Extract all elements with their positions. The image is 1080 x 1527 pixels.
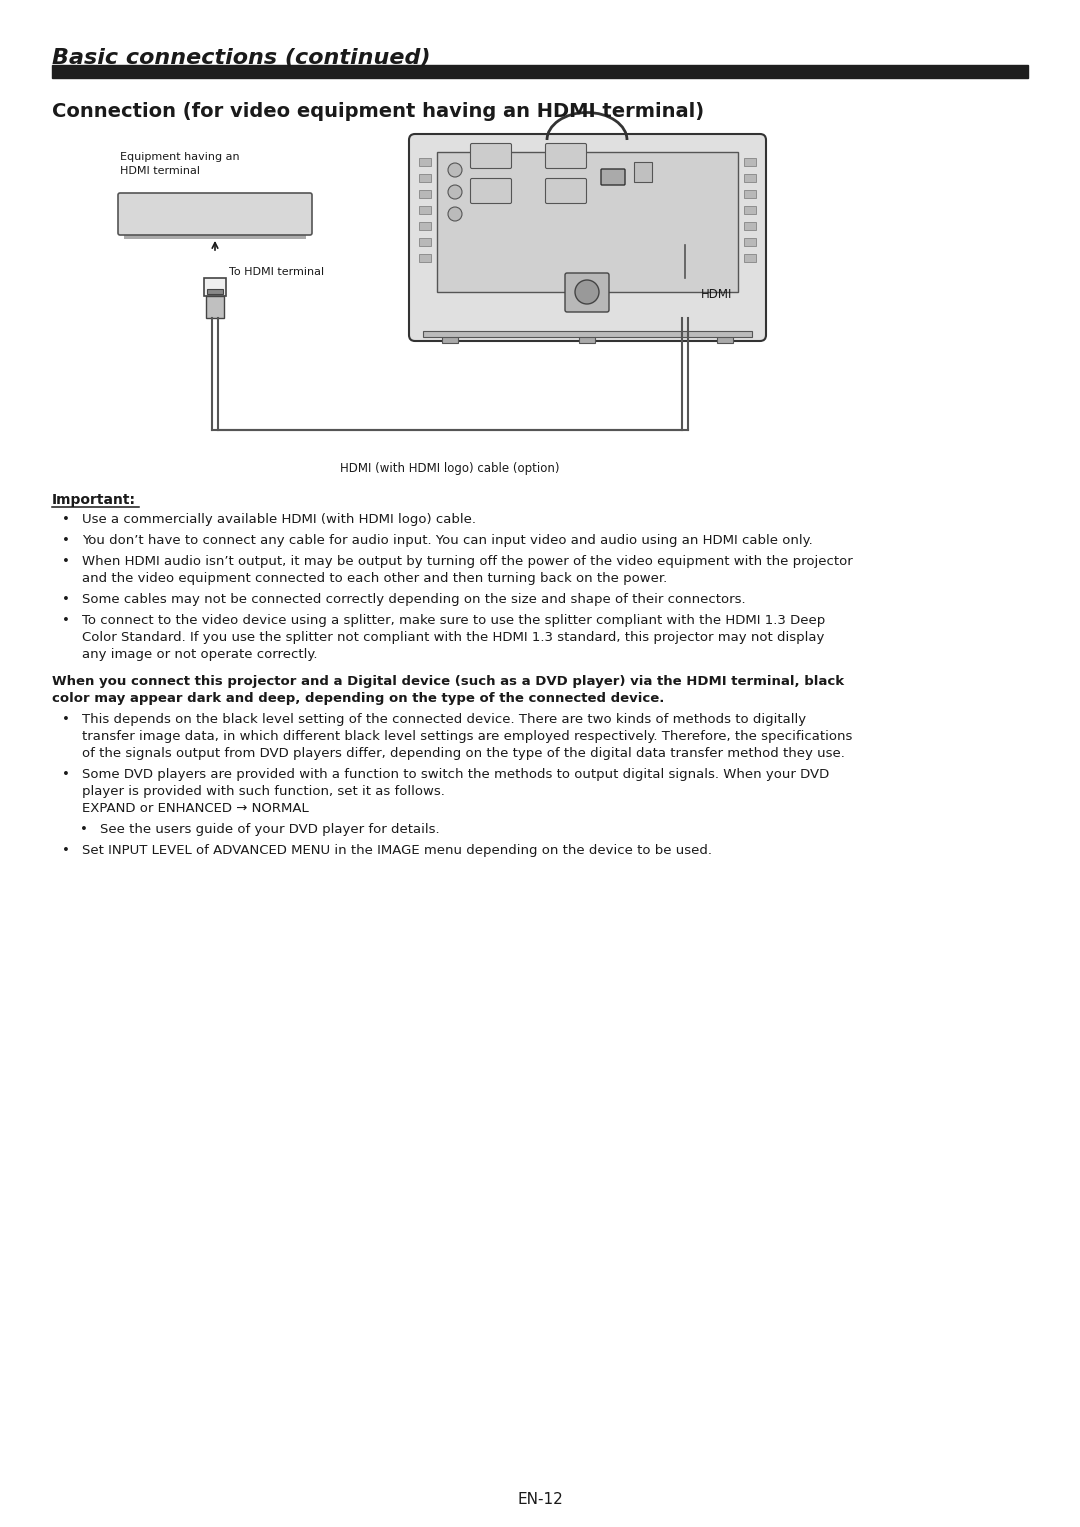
Bar [744, 189, 756, 199]
FancyBboxPatch shape [471, 144, 512, 168]
Text: •: • [62, 534, 70, 547]
Bar [676, 296, 694, 318]
Text: EN-12: EN-12 [517, 1492, 563, 1507]
Text: This depends on the black level setting of the connected device. There are two k: This depends on the black level setting … [82, 713, 806, 725]
Bar [419, 253, 431, 263]
Bar [744, 238, 756, 246]
Circle shape [448, 208, 462, 221]
FancyBboxPatch shape [600, 169, 625, 185]
Bar [437, 153, 738, 292]
Bar [744, 174, 756, 182]
Text: Set INPUT LEVEL of ADVANCED MENU in the IMAGE menu depending on the device to be: Set INPUT LEVEL of ADVANCED MENU in the … [82, 844, 712, 857]
Circle shape [448, 185, 462, 199]
Text: •: • [62, 513, 70, 525]
Text: •: • [62, 614, 70, 628]
Text: To HDMI terminal: To HDMI terminal [229, 267, 324, 276]
Text: any image or not operate correctly.: any image or not operate correctly. [82, 647, 318, 661]
Text: Some cables may not be connected correctly depending on the size and shape of th: Some cables may not be connected correct… [82, 592, 745, 606]
FancyBboxPatch shape [471, 179, 512, 203]
Text: and the video equipment connected to each other and then turning back on the pow: and the video equipment connected to eac… [82, 573, 667, 585]
Text: color may appear dark and deep, depending on the type of the connected device.: color may appear dark and deep, dependin… [52, 692, 664, 705]
Circle shape [575, 279, 599, 304]
Bar [677, 289, 693, 295]
Text: To connect to the video device using a splitter, make sure to use the splitter c: To connect to the video device using a s… [82, 614, 825, 628]
Text: Important:: Important: [52, 493, 136, 507]
Text: Use a commercially available HDMI (with HDMI logo) cable.: Use a commercially available HDMI (with … [82, 513, 476, 525]
Text: transfer image data, in which different black level settings are employed respec: transfer image data, in which different … [82, 730, 852, 744]
Text: EXPAND or ENHANCED → NORMAL: EXPAND or ENHANCED → NORMAL [82, 802, 309, 815]
Bar [419, 221, 431, 231]
Bar [634, 162, 652, 182]
Bar [423, 331, 752, 337]
Text: Some DVD players are provided with a function to switch the methods to output di: Some DVD players are provided with a fun… [82, 768, 829, 780]
Bar [419, 206, 431, 214]
Bar [579, 334, 595, 344]
Bar [744, 253, 756, 263]
Text: •: • [62, 592, 70, 606]
Text: HDMI (with HDMI logo) cable (option): HDMI (with HDMI logo) cable (option) [340, 463, 559, 475]
Text: of the signals output from DVD players differ, depending on the type of the digi: of the signals output from DVD players d… [82, 747, 845, 760]
Text: player is provided with such function, set it as follows.: player is provided with such function, s… [82, 785, 445, 799]
Text: HDMI: HDMI [701, 289, 732, 301]
Bar [744, 157, 756, 166]
Bar [419, 189, 431, 199]
Bar [124, 231, 306, 240]
Text: See the users guide of your DVD player for details.: See the users guide of your DVD player f… [100, 823, 440, 835]
Text: •: • [80, 823, 87, 835]
Bar [206, 296, 224, 318]
Bar [204, 278, 226, 296]
Text: You don’t have to connect any cable for audio input. You can input video and aud: You don’t have to connect any cable for … [82, 534, 813, 547]
Text: •: • [62, 768, 70, 780]
FancyBboxPatch shape [409, 134, 766, 341]
Text: Basic connections (continued): Basic connections (continued) [52, 47, 431, 69]
Circle shape [448, 163, 462, 177]
Bar [442, 334, 458, 344]
Text: •: • [62, 554, 70, 568]
Bar [419, 174, 431, 182]
Text: When you connect this projector and a Digital device (such as a DVD player) via : When you connect this projector and a Di… [52, 675, 845, 689]
Bar [717, 334, 733, 344]
Bar [419, 157, 431, 166]
FancyBboxPatch shape [545, 144, 586, 168]
Bar [744, 221, 756, 231]
Text: When HDMI audio isn’t output, it may be output by turning off the power of the v: When HDMI audio isn’t output, it may be … [82, 554, 853, 568]
Text: •: • [62, 713, 70, 725]
FancyBboxPatch shape [118, 192, 312, 235]
Bar [207, 289, 222, 295]
Text: Color Standard. If you use the splitter not compliant with the HDMI 1.3 standard: Color Standard. If you use the splitter … [82, 631, 824, 644]
Text: Connection (for video equipment having an HDMI terminal): Connection (for video equipment having a… [52, 102, 704, 121]
Bar [674, 278, 696, 296]
FancyBboxPatch shape [545, 179, 586, 203]
Bar [419, 238, 431, 246]
Text: •: • [62, 844, 70, 857]
FancyBboxPatch shape [565, 273, 609, 312]
Bar [744, 206, 756, 214]
Bar [52, 66, 1028, 78]
Text: Equipment having an
HDMI terminal: Equipment having an HDMI terminal [120, 153, 240, 176]
